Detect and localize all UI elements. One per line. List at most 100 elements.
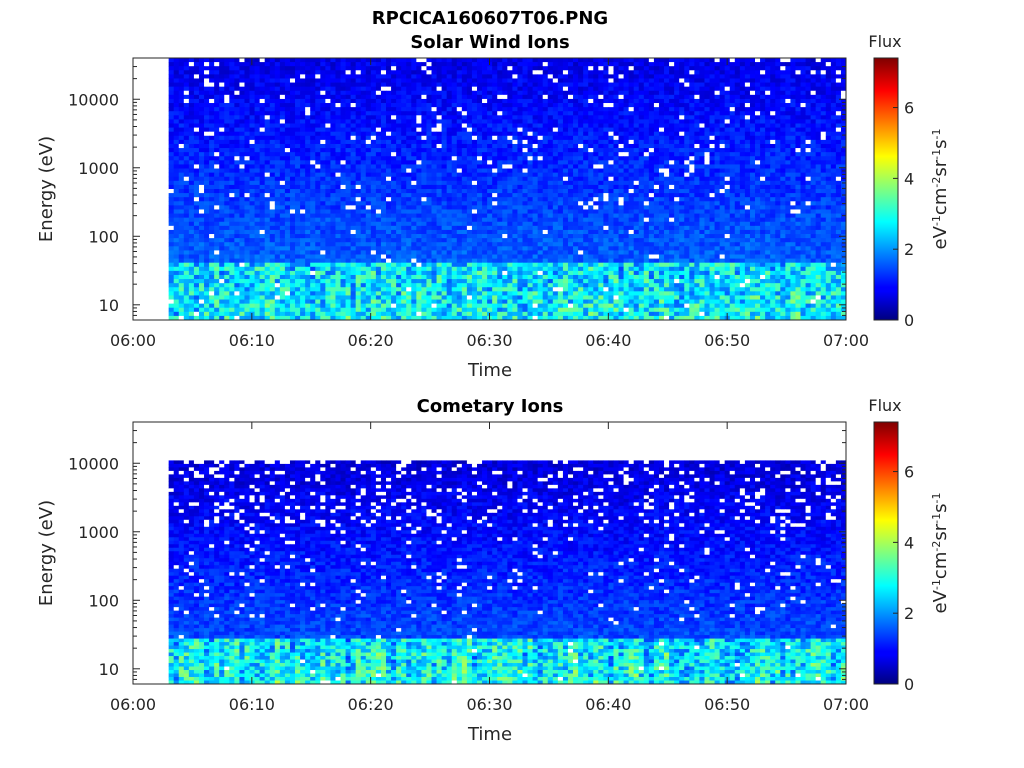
heatmap-cell — [178, 168, 185, 174]
heatmap-cell — [613, 78, 619, 83]
heatmap-cell — [770, 111, 776, 116]
heatmap-cell — [724, 103, 731, 108]
heatmap-cell — [204, 82, 210, 88]
heatmap-cell — [391, 62, 397, 67]
heatmap-cell — [487, 111, 493, 116]
heatmap-cell — [456, 62, 463, 67]
heatmap-cell — [244, 160, 250, 165]
heatmap-cell — [785, 176, 791, 182]
heatmap-cell — [219, 156, 225, 161]
heatmap-cell — [310, 94, 316, 100]
heatmap-cell — [386, 176, 392, 182]
heatmap-cell — [305, 148, 311, 153]
heatmap-cell — [330, 135, 336, 141]
heatmap-cell — [674, 90, 680, 96]
heatmap-cell — [815, 123, 822, 128]
heatmap-cell — [623, 70, 630, 75]
heatmap-cell — [183, 123, 190, 128]
heatmap-cell — [825, 111, 832, 116]
heatmap-cell — [193, 164, 200, 169]
heatmap-cell — [532, 62, 539, 67]
heatmap-cell — [628, 62, 635, 67]
heatmap-cell — [492, 66, 498, 71]
heatmap-cell — [168, 90, 175, 96]
heatmap-cell — [598, 66, 604, 71]
heatmap-cell — [633, 107, 640, 112]
heatmap-cell — [416, 176, 422, 182]
heatmap-cell — [593, 189, 599, 194]
heatmap-cell — [689, 90, 695, 96]
heatmap-cell — [431, 66, 437, 71]
heatmap-cell — [800, 176, 806, 182]
heatmap-cell — [193, 168, 200, 174]
heatmap-cell — [603, 164, 609, 169]
heatmap-cell — [441, 127, 448, 133]
heatmap-cell — [517, 160, 523, 165]
heatmap-cell — [426, 119, 432, 124]
heatmap-cell — [669, 70, 675, 75]
heatmap-cell — [426, 172, 432, 178]
heatmap-cell — [684, 176, 690, 182]
heatmap-cell — [744, 131, 751, 137]
heatmap-cell — [669, 189, 675, 194]
heatmap-cell — [547, 160, 554, 165]
heatmap-cell — [477, 189, 483, 194]
heatmap-cell — [790, 86, 796, 92]
heatmap-cell — [411, 70, 417, 75]
heatmap-cell — [411, 156, 417, 161]
heatmap-cell — [583, 66, 589, 71]
heatmap-cell — [204, 164, 210, 169]
heatmap-cell — [219, 127, 225, 133]
heatmap-cell — [426, 168, 432, 174]
heatmap-cell — [507, 201, 513, 206]
heatmap-cell — [633, 123, 640, 128]
heatmap-cell — [234, 176, 240, 182]
heatmap-cell — [173, 86, 180, 92]
heatmap-cell — [694, 168, 700, 174]
heatmap-cell — [426, 78, 432, 83]
heatmap-cell — [497, 201, 503, 206]
heatmap-cell — [315, 139, 321, 145]
heatmap-cell — [608, 86, 614, 92]
heatmap-cell — [259, 86, 266, 92]
heatmap-cell — [739, 62, 746, 67]
heatmap-cell — [431, 74, 437, 79]
heatmap-cell — [234, 119, 240, 124]
heatmap-cell — [790, 189, 796, 194]
heatmap-cell — [830, 123, 837, 128]
heatmap-cell — [805, 107, 812, 112]
heatmap-cell — [825, 74, 832, 79]
heatmap-cell — [401, 86, 407, 92]
heatmap-cell — [315, 70, 321, 75]
heatmap-cell — [820, 94, 827, 100]
heatmap-cell — [699, 98, 705, 104]
heatmap-cell — [198, 127, 205, 133]
heatmap-cell — [274, 193, 281, 198]
heatmap-cell — [482, 74, 488, 79]
heatmap-cell — [608, 148, 614, 153]
heatmap-cell — [183, 135, 190, 141]
heatmap-cell — [805, 127, 812, 133]
heatmap-cell — [305, 115, 311, 120]
heatmap-cell — [264, 66, 271, 71]
heatmap-cell — [204, 209, 210, 214]
heatmap-cell — [583, 143, 589, 149]
heatmap-cell — [810, 58, 817, 63]
heatmap-cell — [744, 152, 751, 157]
heatmap-cell — [436, 189, 443, 194]
heatmap-cell — [168, 189, 175, 194]
heatmap-cell — [416, 70, 422, 75]
heatmap-cell — [320, 139, 326, 145]
heatmap-cell — [401, 107, 407, 112]
heatmap-cell — [593, 139, 599, 145]
heatmap-cell — [295, 111, 301, 116]
heatmap-cell — [502, 176, 508, 182]
heatmap-cell — [360, 184, 367, 190]
heatmap-cell — [446, 197, 453, 202]
heatmap-cell — [350, 119, 357, 124]
heatmap-cell — [229, 115, 235, 120]
heatmap-cell — [315, 123, 321, 128]
heatmap-cell — [284, 94, 291, 100]
heatmap-cell — [497, 193, 503, 198]
heatmap-cell — [330, 103, 336, 108]
